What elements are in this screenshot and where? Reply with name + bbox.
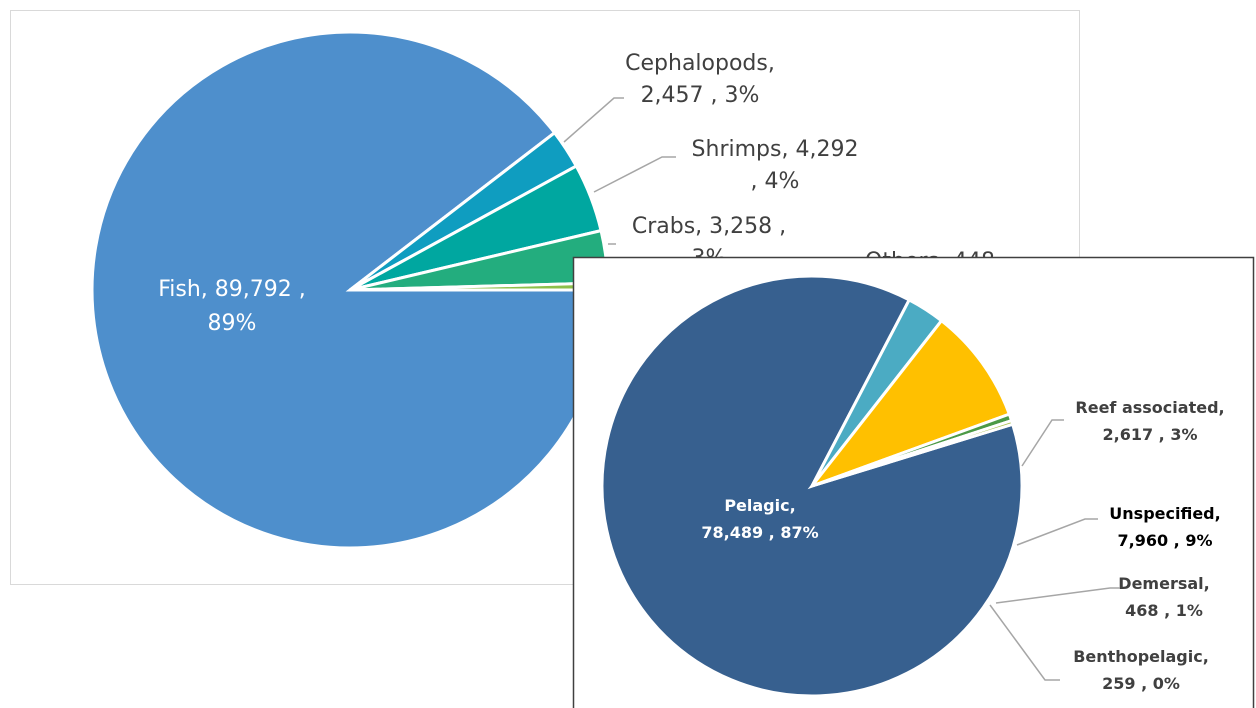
chart-2-label-reef-associated: Reef associated, 2,617 , 3% [1075,398,1224,444]
chart-2-leader-unspecified [1016,518,1098,546]
chart-1-labels: Fish, 89,792 , 89% Cephalopods, 2,457 , 3% S… [158,51,995,336]
chart-2-slice-unspecified [807,318,1012,490]
chart-2-leader-demersal [995,587,1120,604]
chart-2-label-pelagic: Pelagic, 78,489 , 87% [701,496,818,542]
chart-1-label-shrimps: Shrimps, 4,292, 4% [692,137,859,194]
chart-2-label-demersal: Demersal, 468 , 1% [1118,574,1209,620]
chart-1-label-cephalopods: Cephalopods, 2,457 , 3% [625,51,775,108]
chart-1-label-fish: Fish, 89,792 , 89% [158,277,306,336]
chart-2-slice-benthopelagic [811,418,1015,488]
chart-2-labels: Pelagic, 78,489 , 87% Reef associated, 2,61… [701,398,1224,693]
chart-1-leader-cephalopods [563,97,624,143]
chart-1-leader-shrimps [593,156,676,193]
chart-2-plot [600,274,1024,698]
chart-2-label-benthopelagic: Benthopelagic, 259 , 0% [1073,647,1209,693]
chart-2-label-unspecified: Unspecified, 7,960 , 9% [1109,504,1220,550]
chart-2-leader-reef-associated [1021,419,1064,467]
chart-1-plot [90,30,610,550]
chart-2-leader-benthopelagic [989,604,1060,681]
